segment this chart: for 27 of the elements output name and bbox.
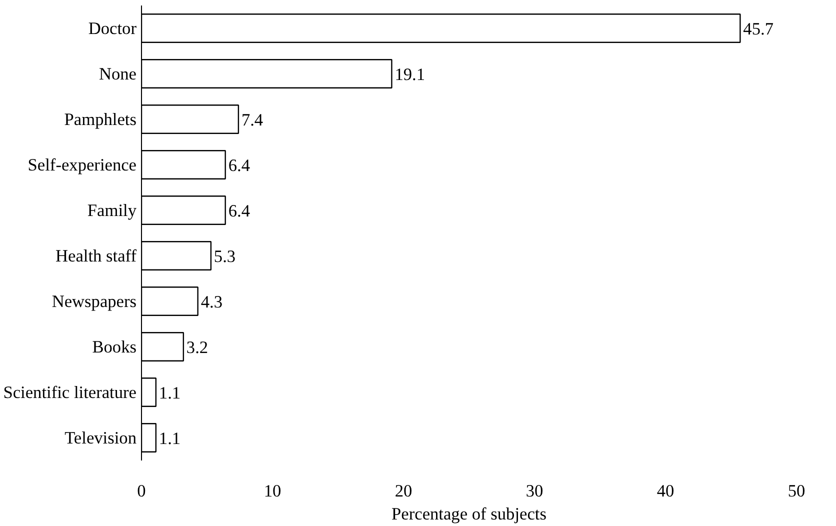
data-label: 5.3: [214, 246, 236, 266]
x-tick-label: 20: [394, 482, 412, 500]
y-tick-label: Pamphlets: [64, 110, 137, 129]
y-tick-label: Newspapers: [52, 292, 137, 311]
y-tick-label: Doctor: [88, 18, 137, 38]
data-label: 6.4: [228, 156, 250, 175]
x-tick-label: 0: [137, 482, 146, 500]
y-tick-label: Self-experience: [28, 155, 137, 174]
y-tick-label: None: [98, 64, 137, 84]
data-label: 3.2: [186, 338, 208, 357]
y-tick-label: Scientific literature: [3, 382, 137, 402]
x-tick-label: 50: [788, 482, 806, 500]
data-label: 1.1: [158, 383, 181, 402]
data-label: 19.1: [394, 64, 426, 84]
data-label: 1.1: [158, 428, 181, 448]
y-tick-label: Health staff: [56, 246, 137, 266]
x-axis-title: Percentage of subjects: [392, 504, 547, 524]
data-label: 4.3: [200, 292, 222, 312]
x-tick-label: 40: [656, 482, 674, 500]
x-tick-label: 30: [526, 482, 544, 500]
y-tick-label: Books: [92, 337, 137, 356]
y-tick-label: Family: [87, 200, 137, 220]
data-label: 6.4: [228, 201, 250, 220]
data-label: 45.7: [743, 19, 774, 38]
x-tick-label: 10: [264, 482, 282, 500]
data-label: 7.4: [241, 110, 264, 130]
y-tick-label: Television: [64, 428, 137, 448]
